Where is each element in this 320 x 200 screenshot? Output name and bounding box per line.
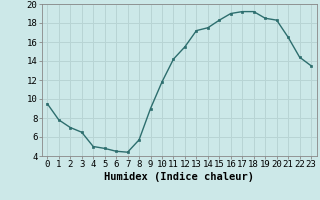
X-axis label: Humidex (Indice chaleur): Humidex (Indice chaleur) — [104, 172, 254, 182]
